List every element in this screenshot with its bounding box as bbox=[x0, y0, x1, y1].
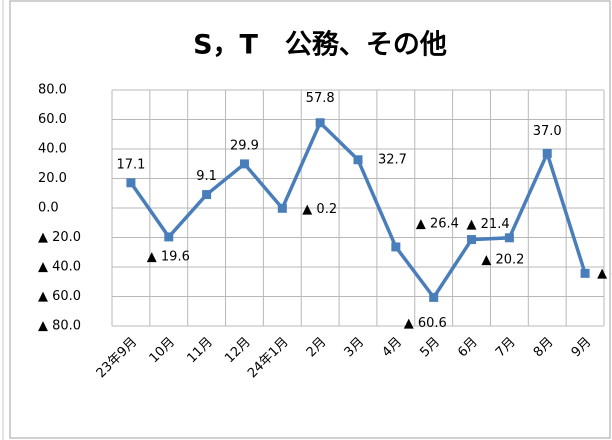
marker bbox=[202, 190, 212, 200]
data-label: 57.8 bbox=[306, 91, 335, 106]
data-label: ▲ 19.6 bbox=[147, 249, 190, 264]
marker bbox=[542, 148, 552, 158]
data-label: 29.9 bbox=[230, 138, 259, 153]
y-tick-label: 0.0 bbox=[38, 201, 59, 216]
data-label: 32.7 bbox=[378, 152, 407, 167]
marker bbox=[504, 233, 514, 243]
data-label: ▲ 20.2 bbox=[481, 252, 524, 267]
y-tick-label: 20.0 bbox=[38, 171, 67, 186]
marker bbox=[353, 155, 363, 165]
y-tick-label: 40.0 bbox=[38, 142, 67, 157]
y-tick-label: 80.0 bbox=[38, 83, 67, 98]
y-tick-label: ▲ 40.0 bbox=[38, 260, 81, 275]
data-label: ▲ 21.4 bbox=[467, 217, 510, 232]
y-tick-label: ▲ 20.0 bbox=[38, 230, 81, 245]
y-tick-label: ▲ 60.0 bbox=[38, 289, 81, 304]
marker bbox=[467, 235, 477, 245]
data-label: 9.1 bbox=[196, 169, 217, 184]
marker bbox=[580, 268, 590, 278]
y-tick-label: 60.0 bbox=[38, 112, 67, 127]
data-label: 17.1 bbox=[116, 157, 145, 172]
marker bbox=[429, 292, 439, 302]
data-label: ▲ 44.3 bbox=[597, 266, 612, 281]
data-label: ▲ 0.2 bbox=[302, 202, 337, 217]
marker bbox=[391, 242, 401, 252]
chart-title: S，T 公務、その他 bbox=[193, 30, 447, 61]
chart-frame bbox=[9, 0, 611, 439]
marker bbox=[315, 118, 325, 128]
data-label: ▲ 60.6 bbox=[404, 316, 447, 331]
marker bbox=[239, 159, 249, 169]
marker bbox=[164, 232, 174, 242]
data-label: 37.0 bbox=[533, 124, 562, 139]
data-label: ▲ 26.4 bbox=[416, 216, 459, 231]
marker bbox=[277, 203, 287, 213]
marker bbox=[126, 178, 136, 188]
y-tick-label: ▲ 80.0 bbox=[38, 319, 81, 334]
